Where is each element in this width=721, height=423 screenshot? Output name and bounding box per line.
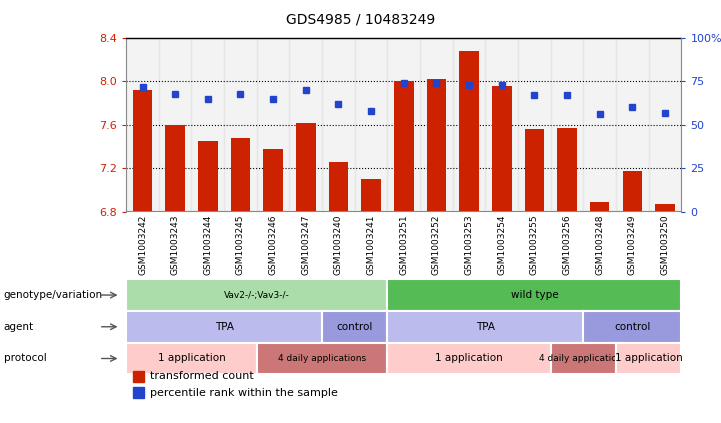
Text: agent: agent — [4, 322, 34, 332]
Bar — [329, 162, 348, 212]
Text: control: control — [614, 322, 650, 332]
Bar — [387, 38, 420, 212]
Text: percentile rank within the sample: percentile rank within the sample — [150, 387, 338, 398]
Text: GDS4985 / 10483249: GDS4985 / 10483249 — [286, 13, 435, 27]
Bar — [165, 125, 185, 212]
Bar — [557, 128, 577, 212]
Text: 1 application: 1 application — [615, 354, 683, 363]
Bar — [459, 51, 479, 212]
Bar — [394, 82, 414, 212]
Bar — [198, 141, 218, 212]
Text: transformed count: transformed count — [150, 371, 254, 382]
Bar — [427, 79, 446, 212]
Text: 4 daily applications: 4 daily applications — [539, 354, 627, 363]
Bar — [133, 90, 152, 212]
Text: TPA: TPA — [215, 322, 234, 332]
Bar — [518, 38, 551, 212]
Bar — [492, 86, 511, 212]
Bar — [263, 148, 283, 212]
Bar — [224, 38, 257, 212]
Text: wild type: wild type — [510, 290, 558, 300]
Bar — [126, 38, 159, 212]
Bar — [583, 38, 616, 212]
Bar — [616, 38, 649, 212]
Bar — [649, 38, 681, 212]
Text: TPA: TPA — [476, 322, 495, 332]
Bar — [159, 38, 192, 212]
Bar — [361, 179, 381, 212]
Bar — [655, 204, 675, 212]
Bar — [622, 171, 642, 212]
Bar — [296, 123, 316, 212]
Bar — [231, 138, 250, 212]
Bar — [525, 129, 544, 212]
Text: genotype/variation: genotype/variation — [4, 290, 102, 300]
Text: protocol: protocol — [4, 354, 46, 363]
Bar — [485, 38, 518, 212]
Text: 4 daily applications: 4 daily applications — [278, 354, 366, 363]
Bar — [257, 38, 289, 212]
Bar — [453, 38, 485, 212]
Bar — [289, 38, 322, 212]
Text: 1 application: 1 application — [158, 354, 226, 363]
Bar — [322, 38, 355, 212]
Bar — [551, 38, 583, 212]
Bar — [355, 38, 387, 212]
Bar — [192, 38, 224, 212]
Bar — [590, 202, 609, 212]
Bar — [420, 38, 453, 212]
Text: control: control — [337, 322, 373, 332]
Text: 1 application: 1 application — [435, 354, 503, 363]
Text: Vav2-/-;Vav3-/-: Vav2-/-;Vav3-/- — [224, 291, 290, 299]
